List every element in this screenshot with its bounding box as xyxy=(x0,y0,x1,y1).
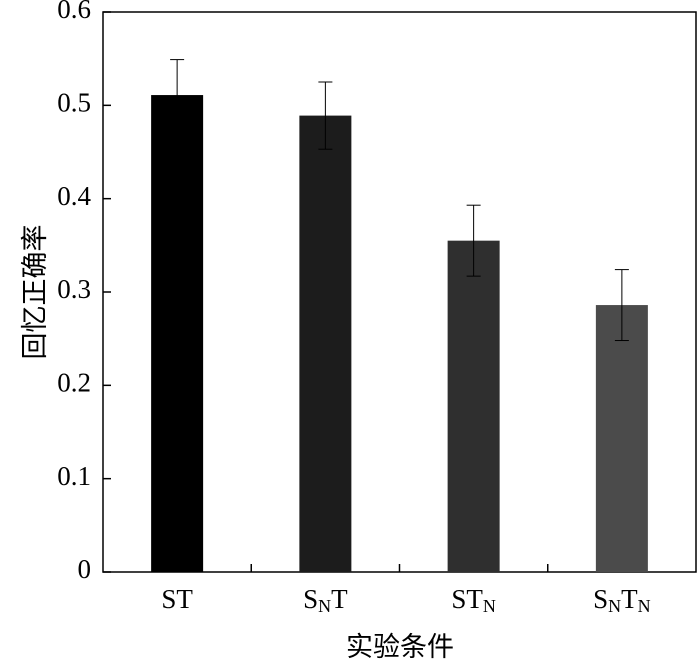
y-tick-label: 0.5 xyxy=(57,88,91,118)
bar xyxy=(151,95,204,573)
y-tick-label: 0.6 xyxy=(57,0,91,24)
y-tick-label: 0 xyxy=(78,554,92,584)
x-tick-label: ST xyxy=(161,584,193,614)
bar xyxy=(299,115,352,572)
bar xyxy=(447,240,500,572)
x-tick-label: SNT xyxy=(303,584,348,615)
y-tick-label: 0.1 xyxy=(57,461,91,491)
y-tick-label: 0.3 xyxy=(57,274,91,304)
x-tick-label: SNTN xyxy=(593,584,651,615)
x-axis-label: 实验条件 xyxy=(346,632,454,662)
bar xyxy=(595,305,648,572)
y-tick-label: 0.4 xyxy=(57,181,91,211)
y-axis-label: 回忆正确率 xyxy=(20,225,50,360)
x-tick-label: STN xyxy=(451,584,496,615)
y-tick-label: 0.2 xyxy=(57,368,91,398)
